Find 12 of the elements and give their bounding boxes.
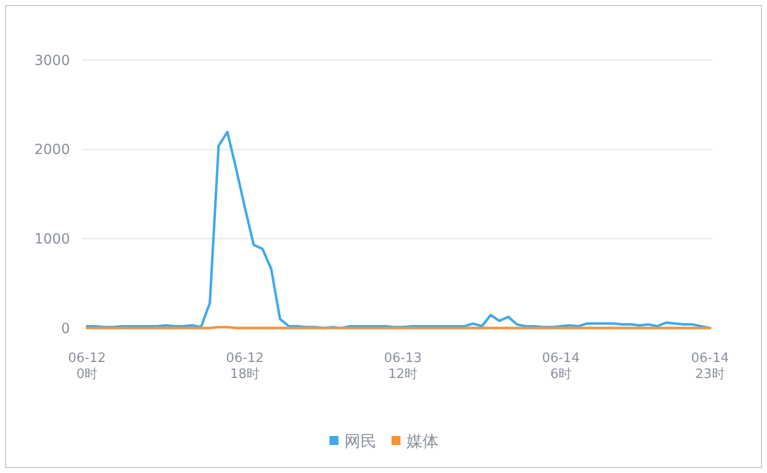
- x-tick-label: 06-12 18时: [226, 351, 264, 382]
- x-tick-label: 06-14 6时: [542, 351, 580, 382]
- y-tick-label: 2000: [34, 142, 70, 158]
- x-tick-label: 06-13 12时: [384, 351, 422, 382]
- y-tick-label: 3000: [34, 52, 70, 69]
- x-tick-label: 06-12 0时: [68, 351, 106, 382]
- line-series: [86, 130, 712, 330]
- legend-label: 媒体: [406, 432, 438, 451]
- y-tick-label: 1000: [34, 232, 70, 248]
- y-tick-label: 0: [61, 320, 70, 337]
- x-tick-label: 06-14 23时: [691, 351, 729, 382]
- legend-label: 网民: [344, 432, 376, 451]
